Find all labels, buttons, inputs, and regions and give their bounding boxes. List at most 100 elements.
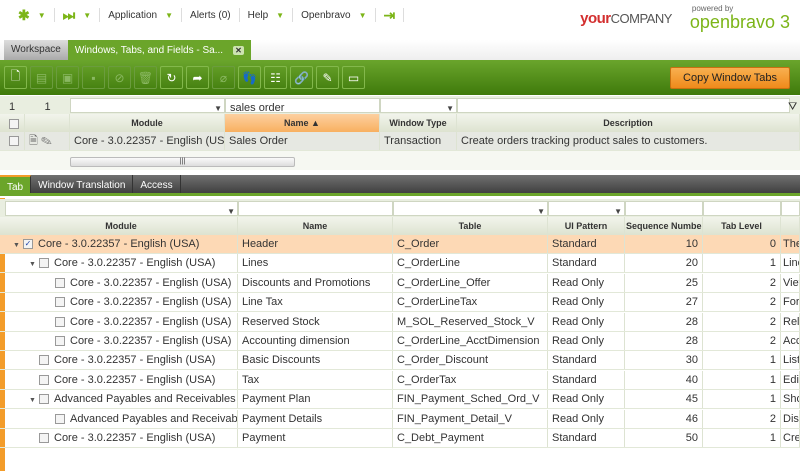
cell-tab-level: 2 (703, 332, 781, 350)
application-menu[interactable]: Application ▼ (100, 8, 183, 22)
chevron-down-icon: ▼ (83, 10, 92, 20)
refresh-icon[interactable]: ↻ (160, 66, 183, 89)
row-checkbox[interactable] (55, 316, 65, 327)
audit-trail-icon[interactable]: 👣 (238, 66, 261, 89)
delete-icon[interactable]: 🗑 (134, 66, 157, 89)
expand-arrow-icon[interactable]: ▼ (29, 397, 36, 405)
ui-pattern-filter[interactable]: ▼ (548, 201, 625, 216)
window-tabs: Workspace Windows, Tabs, and Fields - Sa… (0, 40, 800, 60)
table-row[interactable]: 🗎 ✎ Core - 3.0.22357 - English (USA) Sal… (0, 132, 800, 151)
table-filter[interactable]: ▼ (393, 201, 548, 216)
filter-row: 1 1 ▼ sales order ▼ ⛛ (0, 96, 800, 115)
table-row[interactable]: ▼ Advanced Payables and Receivables MngrP… (0, 390, 800, 410)
column-header-window-type[interactable]: Window Type (380, 114, 457, 132)
row-checkbox[interactable] (55, 297, 65, 308)
column-header-description[interactable]: Description (457, 114, 800, 132)
new-document-icon[interactable]: 🗋 (4, 66, 27, 89)
row-checkbox[interactable] (39, 433, 49, 444)
tab-workspace[interactable]: Workspace (4, 40, 68, 60)
close-icon[interactable]: ✕ (233, 45, 244, 55)
expand-arrow-icon[interactable]: ▼ (13, 242, 20, 249)
help-menu[interactable]: Help ▼ (240, 8, 294, 22)
logout-button[interactable]: ⇥ (376, 7, 405, 23)
table-row[interactable]: Advanced Payables and Receivables MngrPa… (0, 409, 800, 429)
name-filter[interactable] (238, 201, 393, 216)
table-row[interactable]: Core - 3.0.22357 - English (USA) Discount… (0, 273, 800, 293)
row-checkbox[interactable] (55, 336, 65, 347)
column-header-name[interactable]: Name ▲ (225, 114, 380, 132)
export-icon[interactable]: ➦ (186, 66, 209, 89)
table-row[interactable]: Core - 3.0.22357 - English (USA) Reserved… (0, 312, 800, 332)
copy-window-tabs-button[interactable]: Copy Window Tabs (670, 67, 790, 89)
tab-window-translation[interactable]: Window Translation (31, 175, 134, 193)
tab-windows-tabs-fields[interactable]: Windows, Tabs, and Fields - Sa... ✕ (67, 40, 251, 60)
undo-icon[interactable]: ▪ (82, 66, 105, 89)
cell-sequence-number: 27 (625, 293, 703, 312)
column-header-tab-level[interactable]: Tab Level (703, 217, 781, 235)
menu-label: Openbravo (301, 9, 351, 21)
column-header-sequence-number[interactable]: Sequence Number (625, 217, 703, 235)
tree-icon[interactable]: ☷ (264, 66, 287, 89)
table-row[interactable]: Core - 3.0.22357 - English (USA) Accounti… (0, 332, 800, 351)
table-row[interactable]: ▼ ✓ Core - 3.0.22357 - English (USA) Header… (0, 235, 800, 254)
window-type-filter[interactable]: ▼ (380, 98, 457, 113)
table-row[interactable]: Core - 3.0.22357 - English (USA) Basic Di… (0, 351, 800, 371)
cell-name: Payment Plan (238, 390, 393, 409)
tools-icon[interactable]: ✎ (316, 66, 339, 89)
description-filter[interactable] (781, 201, 800, 216)
column-header-ui-pattern[interactable]: UI Pattern (548, 217, 625, 235)
save-icon[interactable]: ▣ (56, 66, 79, 89)
quick-launch-menu[interactable]: ✱ ▼ (10, 7, 55, 23)
grid-view-icon[interactable]: ▭ (342, 66, 365, 89)
name-filter-input[interactable]: sales order (225, 98, 380, 113)
description-filter[interactable] (457, 98, 790, 113)
column-header-module[interactable]: Module (5, 217, 238, 235)
sequence-filter[interactable] (625, 201, 703, 216)
menu-label: Application (108, 9, 158, 21)
horizontal-scrollbar[interactable]: ||| (70, 157, 295, 167)
module-filter[interactable]: ▼ (70, 98, 225, 113)
cell-module: Core - 3.0.22357 - English (USA) (38, 238, 200, 250)
cell-tab-level: 0 (703, 235, 781, 253)
cell-table: C_Debt_Payment (393, 429, 548, 447)
alerts-link[interactable]: Alerts (0) (182, 8, 240, 22)
row-checkbox[interactable] (39, 355, 49, 366)
column-header-module[interactable]: Module (70, 114, 225, 132)
column-header-table[interactable]: Table (393, 217, 548, 235)
select-all-checkbox[interactable] (5, 114, 25, 132)
module-filter[interactable]: ▼ (5, 201, 238, 216)
row-checkbox[interactable] (39, 394, 49, 405)
form-view-icon[interactable]: 🗎 (29, 135, 38, 147)
tab-level-filter[interactable] (703, 201, 781, 216)
table-row[interactable]: Core - 3.0.22357 - English (USA) Payment C… (0, 429, 800, 448)
quick-create-menu[interactable]: ⏭ ▼ (55, 6, 101, 23)
user-menu[interactable]: Openbravo ▼ (293, 8, 376, 22)
row-checkbox[interactable] (39, 258, 49, 269)
row-checkbox[interactable]: ✓ (23, 239, 33, 250)
cell-sequence-number: 28 (625, 332, 703, 350)
table-row[interactable]: ▼ Core - 3.0.22357 - English (USA) Lines C_… (0, 254, 800, 274)
fast-forward-icon: ⏭ (62, 6, 76, 23)
cancel-icon[interactable]: ⊘ (108, 66, 131, 89)
tab-tab[interactable]: Tab (0, 175, 32, 193)
cell-table: C_Order_Discount (393, 351, 548, 370)
link-icon[interactable]: 🔗 (290, 66, 313, 89)
tab-access[interactable]: Access (133, 175, 181, 193)
cell-description: Edit (781, 370, 800, 389)
column-header-description[interactable] (781, 217, 800, 235)
brand-logos: yourCOMPANY powered by openbravo 3 (580, 4, 790, 33)
column-header-name[interactable]: Name (238, 217, 393, 235)
table-row[interactable]: Core - 3.0.22357 - English (USA) Tax C_Ord… (0, 370, 800, 390)
cell-table: C_OrderTax (393, 370, 548, 389)
funnel-icon[interactable]: ⛛ (788, 101, 798, 113)
new-row-icon[interactable]: ▤ (30, 66, 53, 89)
expand-arrow-icon[interactable]: ▼ (29, 261, 36, 269)
table-row[interactable]: Core - 3.0.22357 - English (USA) Line Tax… (0, 293, 800, 313)
row-checkbox[interactable] (55, 413, 65, 424)
row-checkbox[interactable] (55, 277, 65, 288)
cell-ui-pattern: Standard (548, 370, 625, 389)
attachment-icon[interactable]: ⌀ (212, 66, 235, 89)
row-checkbox[interactable] (39, 374, 49, 385)
edit-pencil-icon[interactable]: ✎ (40, 135, 52, 147)
row-checkbox[interactable] (9, 136, 19, 147)
